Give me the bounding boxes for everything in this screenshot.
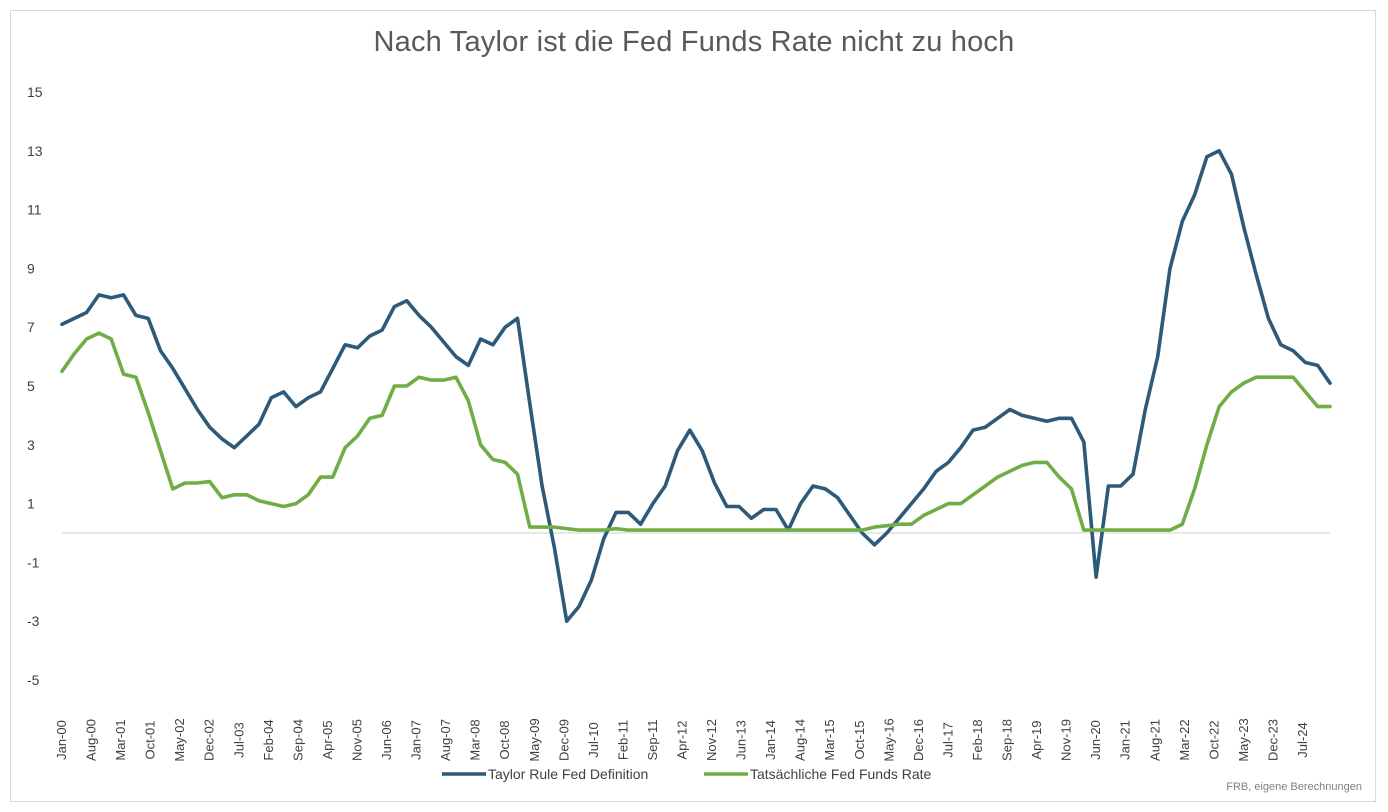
y-tick-label: -1 [27,554,40,570]
y-tick-label: 11 [27,202,42,218]
x-tick-label: Aug-14 [793,719,808,761]
x-tick-label: Apr-12 [675,720,690,759]
x-tick-label: Nov-12 [704,719,719,761]
series-line-fed-funds [60,331,1332,532]
legend-item-taylor-label: Taylor Rule Fed Definition [488,766,648,782]
x-tick-label: Jan-21 [1118,720,1133,760]
x-tick-label: Dec-09 [556,719,571,761]
x-tick-label: Jan-14 [763,720,778,760]
x-tick-label: Mar-22 [1177,719,1192,760]
x-tick-label: Oct-22 [1206,720,1221,759]
y-tick-label: 7 [27,319,35,335]
y-tick-label: 3 [27,437,35,453]
chart-frame [10,10,1376,802]
x-tick-label: Jun-20 [1088,720,1103,760]
x-tick-label: Mar-15 [822,719,837,760]
x-tick-label: Jul-17 [940,722,955,757]
x-tick-label: Oct-15 [852,720,867,759]
x-tick-label: Aug-07 [438,719,453,761]
y-tick-label: 5 [27,378,35,394]
x-tick-label: Dec-02 [202,719,217,761]
chart-title: Nach Taylor ist die Fed Funds Rate nicht… [373,26,1015,58]
x-tick-label: Jan-07 [409,720,424,760]
x-tick-label: Apr-05 [320,720,335,759]
x-tick-label: Feb-04 [261,719,276,760]
x-tick-label: Apr-19 [1029,720,1044,759]
series-line-taylor [60,149,1332,623]
x-tick-label: Oct-01 [143,720,158,759]
x-tick-label: Mar-01 [113,719,128,760]
x-tick-label: Dec-16 [911,719,926,761]
y-tick-label: 15 [27,84,43,100]
x-tick-label: Jul-24 [1295,722,1310,757]
x-tick-label: Jul-10 [586,722,601,757]
source-note: FRB, eigene Berechnungen [1226,781,1362,793]
x-tick-label: May-02 [172,718,187,761]
x-tick-label: Jul-03 [231,722,246,757]
x-tick-label: Sep-18 [1000,719,1015,761]
x-tick-label: Aug-00 [84,719,99,761]
x-tick-label: May-09 [527,718,542,761]
y-tick-label: -5 [27,672,40,688]
x-tick-label: Feb-11 [615,720,630,760]
x-tick-label: Dec-23 [1265,719,1280,761]
x-tick-label: May-16 [881,718,896,761]
x-tick-label: Sep-11 [645,720,660,761]
x-tick-label: Nov-05 [349,719,364,761]
y-tick-label: 9 [27,260,35,276]
x-tick-label: Aug-21 [1147,719,1162,761]
x-tick-label: Nov-19 [1059,719,1074,761]
x-tick-label: Oct-08 [497,720,512,759]
y-tick-label: 13 [27,143,43,159]
x-tick-label: Jan-00 [54,720,69,760]
y-tick-label: 1 [27,496,35,512]
x-tick-label: Jun-06 [379,720,394,760]
y-tick-label: -3 [27,613,40,629]
x-tick-label: May-23 [1236,718,1251,761]
x-tick-label: Mar-08 [468,719,483,760]
x-tick-label: Feb-18 [970,719,985,760]
legend-item-fed-funds-label: Tatsächliche Fed Funds Rate [750,766,932,782]
x-tick-label: Jun-13 [734,720,749,760]
x-tick-label: Sep-04 [290,719,305,761]
